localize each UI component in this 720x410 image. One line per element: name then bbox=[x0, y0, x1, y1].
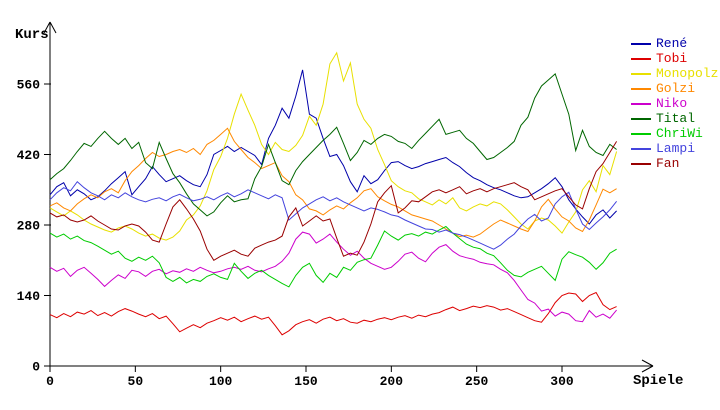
series-line-tobi bbox=[49, 291, 617, 336]
y-tick-label: 280 bbox=[17, 219, 41, 234]
y-axis-arrowhead bbox=[43, 21, 51, 34]
x-tick-label: 50 bbox=[128, 374, 144, 389]
x-axis-title: Spiele bbox=[633, 373, 684, 389]
legend-swatch bbox=[631, 72, 651, 75]
y-axis-title: Kurs bbox=[15, 27, 49, 43]
legend-label: Fan bbox=[656, 156, 680, 171]
x-tick-label: 100 bbox=[209, 374, 233, 389]
legend-item-golzi: Golzi bbox=[631, 81, 718, 96]
legend-swatch bbox=[631, 57, 651, 60]
legend-swatch bbox=[631, 87, 651, 90]
x-tick-label: 150 bbox=[294, 374, 318, 389]
legend: René Tobi Monopolz Golzi Niko Tital ChriWi Lamp… bbox=[631, 36, 718, 171]
series-line-golzi bbox=[49, 127, 617, 238]
legend-label: Monopolz bbox=[656, 66, 719, 81]
y-tick-label: 0 bbox=[32, 360, 40, 375]
legend-item-ren: René bbox=[631, 36, 718, 51]
legend-label: René bbox=[656, 36, 688, 51]
legend-swatch bbox=[631, 42, 651, 45]
legend-swatch bbox=[631, 132, 651, 135]
series-line-niko bbox=[49, 231, 617, 323]
y-tick-label: 420 bbox=[17, 148, 41, 163]
y-axis-arrowhead bbox=[49, 21, 57, 34]
x-tick-label: 200 bbox=[380, 374, 404, 389]
y-tick-label: 560 bbox=[17, 78, 41, 93]
legend-label: Tobi bbox=[656, 51, 688, 66]
series-line-ren bbox=[49, 69, 617, 225]
legend-item-fan: Fan bbox=[631, 156, 718, 171]
legend-item-tobi: Tobi bbox=[631, 51, 718, 66]
legend-label: Tital bbox=[656, 111, 696, 126]
legend-label: Lampi bbox=[656, 141, 696, 156]
legend-label: Niko bbox=[656, 96, 688, 111]
series-line-lampi bbox=[49, 180, 617, 250]
legend-swatch bbox=[631, 162, 651, 165]
x-tick-label: 0 bbox=[46, 374, 54, 389]
legend-item-niko: Niko bbox=[631, 96, 718, 111]
legend-item-chriwi: ChriWi bbox=[631, 126, 718, 141]
series-line-chriwi bbox=[49, 225, 617, 288]
legend-swatch bbox=[631, 102, 651, 105]
series-line-monopolz bbox=[49, 51, 618, 241]
x-tick-label: 250 bbox=[465, 374, 489, 389]
series-line-fan bbox=[49, 141, 618, 261]
legend-item-tital: Tital bbox=[631, 111, 718, 126]
x-axis-arrowhead bbox=[641, 365, 654, 373]
legend-swatch bbox=[631, 147, 651, 150]
x-tick-label: 300 bbox=[550, 374, 574, 389]
legend-item-monopolz: Monopolz bbox=[631, 66, 718, 81]
x-axis-arrowhead bbox=[641, 359, 654, 367]
legend-swatch bbox=[631, 117, 651, 120]
series-line-tital bbox=[49, 73, 617, 217]
y-tick-label: 140 bbox=[17, 289, 41, 304]
legend-item-lampi: Lampi bbox=[631, 141, 718, 156]
legend-label: Golzi bbox=[656, 81, 696, 96]
legend-label: ChriWi bbox=[656, 126, 703, 141]
